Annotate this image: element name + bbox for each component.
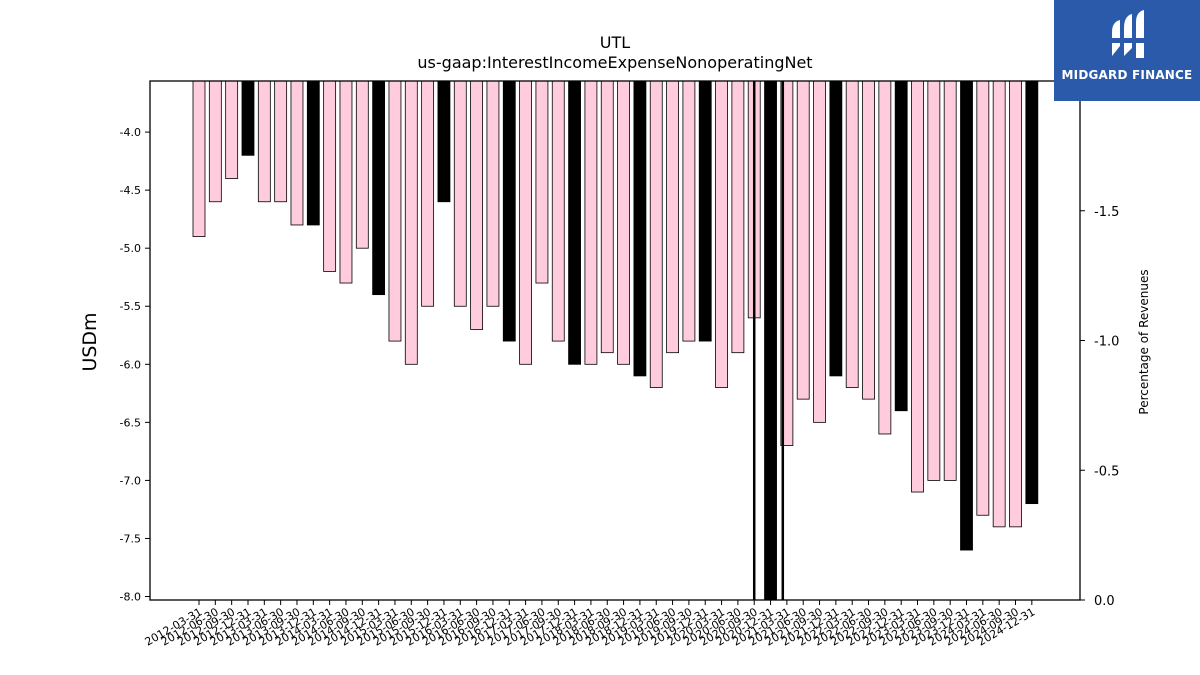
y-tick-label: -4.0 — [120, 126, 141, 139]
y-axis-label: USDm — [79, 312, 101, 371]
bar-quarter — [715, 80, 728, 388]
bar-quarter — [535, 80, 549, 284]
bar-annual — [568, 80, 581, 365]
bar-quarter — [600, 80, 614, 354]
bars-layer — [192, 80, 1039, 601]
bar-quarter — [470, 80, 484, 330]
chart-subtitle: us-gaap:InterestIncomeExpenseNonoperatin… — [417, 53, 812, 72]
bar-quarter — [225, 80, 239, 179]
chart-title: UTL — [600, 33, 630, 52]
overlay-layer — [752, 81, 785, 600]
y-axis-right: -2.0-1.5-1.0-0.50.0 — [1080, 75, 1119, 609]
bar-annual — [960, 80, 973, 551]
bar-quarter — [992, 80, 1006, 528]
bar-quarter — [813, 80, 826, 423]
bar-annual — [372, 80, 386, 296]
bar-quarter — [519, 80, 532, 365]
bar-quarter — [682, 80, 696, 342]
bar-quarter — [274, 80, 288, 203]
plot-frame — [149, 80, 1081, 601]
y-axis-left: -4.0 -4.5 -5.0 -5.5 -6.0 -6.5 -7.0 -7.5 -8.0 — [120, 126, 150, 604]
bar-quarter — [584, 80, 598, 365]
bar-annual — [698, 80, 712, 342]
y2-tick-label: -0.5 — [1094, 464, 1119, 479]
y-tick-label: -7.5 — [120, 532, 141, 545]
bar-quarter — [421, 80, 435, 307]
bar-quarter — [290, 80, 304, 226]
y-tick-label: -6.0 — [120, 358, 141, 371]
bar-quarter — [486, 80, 500, 307]
y2-tick-label: -1.5 — [1094, 205, 1119, 220]
bar-quarter — [862, 80, 875, 400]
bar-annual — [502, 80, 516, 342]
y2-tick-label: -1.0 — [1094, 335, 1119, 350]
bar-annual — [437, 80, 451, 203]
bar-quarter — [1009, 80, 1022, 528]
bar-quarter — [976, 80, 990, 516]
bar-quarter — [845, 80, 859, 388]
bar-quarter — [943, 80, 957, 481]
y-tick-label: -8.0 — [120, 591, 141, 604]
bar-quarter — [453, 80, 467, 307]
bar-quarter — [208, 80, 222, 203]
bar-quarter — [927, 80, 941, 481]
bar-quarter — [404, 80, 418, 365]
y2-axis-label: Percentage of Revenues — [1137, 269, 1151, 414]
bar-annual — [829, 80, 843, 377]
y-tick-label: -7.0 — [120, 474, 141, 487]
bar-quarter — [192, 80, 206, 237]
bar-quarter — [796, 80, 810, 400]
bar-quarter — [911, 80, 924, 493]
bar-quarter — [878, 80, 892, 435]
bar-quarter — [731, 80, 745, 354]
brand-name: MIDGARD FINANCE — [1061, 68, 1193, 82]
x-axis: 2012-03-312012-06-302012-09-302012-12-31… — [143, 600, 1037, 649]
bar-annual — [764, 80, 777, 601]
bar-annual — [306, 80, 320, 226]
y-tick-label: -6.5 — [120, 416, 141, 429]
brand-mark-icon — [1112, 10, 1144, 58]
bar-quarter — [649, 80, 663, 388]
bar-quarter — [388, 80, 402, 342]
bar-annual — [1025, 80, 1039, 505]
bar-quarter — [355, 80, 369, 249]
bar-quarter — [666, 80, 679, 354]
y-tick-label: -5.5 — [120, 300, 141, 313]
bar-quarter — [257, 80, 271, 203]
y2-tick-label: 0.0 — [1094, 594, 1115, 609]
y-tick-label: -5.0 — [120, 242, 141, 255]
y-tick-label: -4.5 — [120, 184, 141, 197]
bar-annual — [894, 80, 908, 412]
bar-quarter — [617, 80, 630, 365]
bar-quarter — [339, 80, 353, 284]
bar-annual — [633, 80, 647, 377]
bar-annual — [241, 80, 255, 156]
bar-quarter — [551, 80, 565, 342]
brand-logo: MIDGARD FINANCE — [1054, 0, 1200, 101]
bar-quarter — [323, 80, 337, 272]
